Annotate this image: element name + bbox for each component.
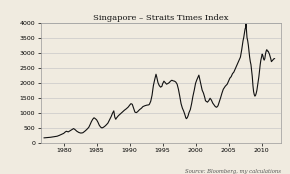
Title: Singapore – Straits Times Index: Singapore – Straits Times Index	[93, 14, 229, 22]
Text: Source: Bloomberg, my calculations: Source: Bloomberg, my calculations	[185, 169, 281, 174]
